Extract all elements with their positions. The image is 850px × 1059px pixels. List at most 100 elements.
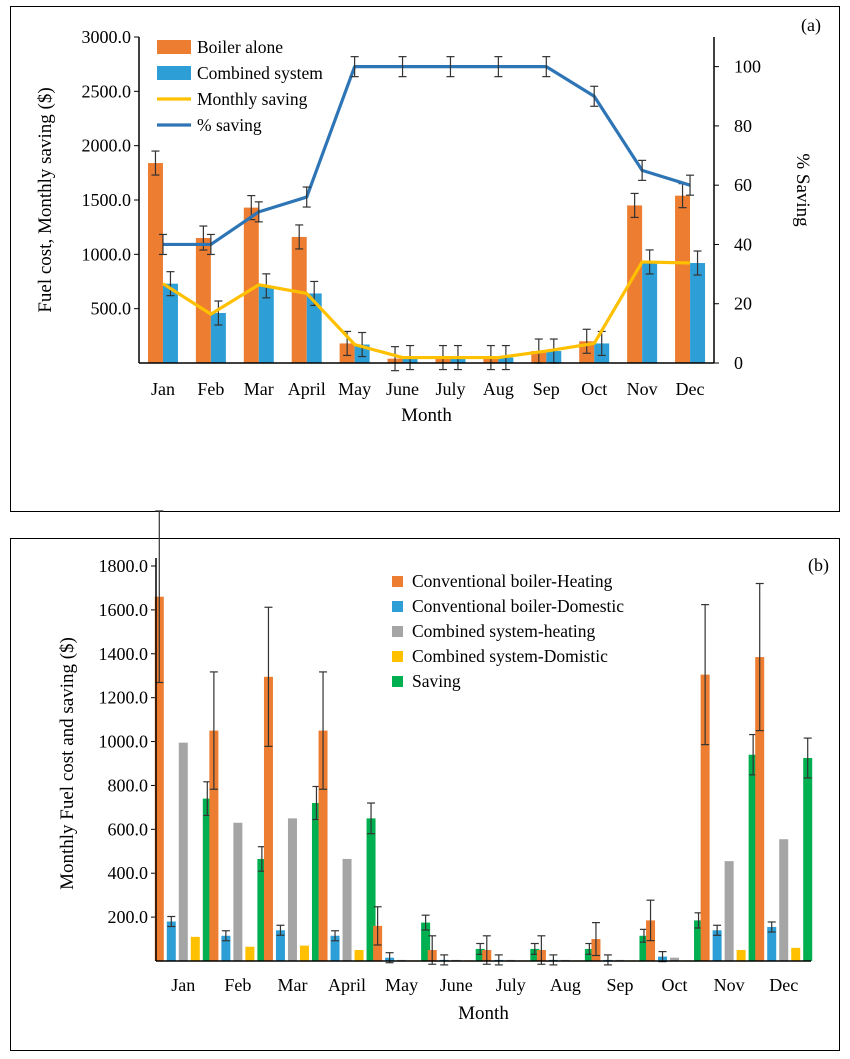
y-tick-label: 2500.0 (82, 81, 132, 101)
bar-combined-system (162, 283, 178, 363)
y2-tick-label: 0 (734, 353, 743, 373)
x-tick-label: Sep (606, 975, 633, 995)
bar-combined-system (258, 285, 274, 363)
x-tick-label: Mar (277, 975, 307, 995)
x-tick-label: Jan (171, 975, 195, 995)
legend-swatch (392, 576, 403, 587)
legend-label: Boiler alone (197, 37, 283, 57)
bar-saving (366, 818, 376, 961)
bar-conventional-boiler-domestic (712, 930, 722, 961)
bar-combined-system-heating (724, 861, 734, 961)
chart-b-svg: (b) 200.0 400.0 600.0 800.0 1000.0 1200.0 1400.… (57, 510, 829, 1024)
y-tick-label: 1200.0 (99, 688, 149, 708)
percent-saving-line (162, 65, 691, 247)
x-tick-label: Aug (483, 379, 514, 399)
bar-saving (694, 920, 704, 961)
x-tick-label: June (440, 975, 473, 995)
bar-saving (202, 798, 212, 961)
bar-conventional-boiler-domestic (330, 935, 340, 961)
y-tick-label: 3000.0 (82, 27, 132, 47)
bar-conventional-boiler-heating (209, 730, 219, 961)
legend-label: % saving (197, 115, 262, 135)
bar-combined-system-domistic (791, 947, 801, 961)
bar-conventional-boiler-domestic (275, 930, 285, 961)
x-tick-label: June (386, 379, 419, 399)
y-tick-label: 500.0 (91, 299, 132, 319)
bar-conventional-boiler-heating (263, 676, 273, 961)
panel-label: (a) (801, 15, 821, 36)
y-tick-label: 1400.0 (99, 644, 149, 664)
bar-conventional-boiler-heating (154, 596, 164, 961)
y2-tick-label: 60 (734, 175, 752, 195)
bar-saving (257, 858, 267, 961)
bar-combined-system-heating (287, 818, 297, 961)
bar-conventional-boiler-heating (755, 657, 765, 961)
chart-panel-b: (b) 200.0 400.0 600.0 800.0 1000.0 1200.0 1400.… (10, 510, 840, 1051)
legend-swatch (392, 601, 403, 612)
y-tick-label: 1600.0 (99, 600, 149, 620)
legend-label: Conventional boiler-Heating (412, 571, 613, 591)
x-tick-label: Oct (581, 379, 607, 399)
bar-conventional-boiler-domestic (166, 921, 176, 961)
x-tick-label: July (496, 975, 526, 995)
x-tick-label: April (288, 379, 326, 399)
x-axis-title: Month (458, 1003, 509, 1024)
bar-combined-system-heating (178, 742, 188, 961)
bar-combined-system-domistic (190, 936, 200, 961)
legend-swatch (157, 66, 191, 80)
y-tick-label: 1000.0 (99, 732, 149, 752)
bar-combined-system-domistic (354, 950, 364, 961)
y-tick-label: 2000.0 (82, 136, 132, 156)
x-tick-label: Sep (533, 379, 560, 399)
y2-axis-title: % Saving (792, 153, 813, 227)
y-tick-label: 200.0 (108, 907, 149, 927)
x-tick-label: Nov (627, 379, 658, 399)
bar-combined-system (642, 261, 658, 363)
bar-combined-system-heating (670, 957, 680, 961)
bar-conventional-boiler-domestic (767, 926, 777, 961)
y-tick-label: 600.0 (108, 819, 149, 839)
bar-boiler-alone (243, 207, 259, 363)
bar-combined-system-heating (233, 822, 243, 961)
bar-combined-system-domistic (736, 950, 746, 961)
legend-swatch (392, 626, 403, 637)
bar-saving (475, 948, 485, 961)
x-axis-title: Month (401, 405, 452, 426)
x-tick-label: Aug (550, 975, 581, 995)
x-tick-label: Nov (714, 975, 745, 995)
legend-swatch (157, 40, 191, 54)
bar-combined-system-heating (342, 858, 352, 961)
legend-swatch (392, 651, 403, 662)
bar-conventional-boiler-heating (700, 674, 710, 961)
x-tick-label: Feb (197, 379, 224, 399)
bar-boiler-alone (675, 195, 691, 363)
bar-saving (530, 948, 540, 961)
legend-label: Combined system-heating (412, 621, 595, 641)
bar-saving (803, 758, 813, 961)
bar-conventional-boiler-domestic (221, 935, 231, 961)
x-tick-label: Jan (151, 379, 175, 399)
y-tick-label: 1000.0 (82, 244, 132, 264)
bar-conventional-boiler-heating (318, 730, 328, 961)
x-tick-label: May (338, 379, 371, 399)
y-tick-label: 400.0 (108, 863, 149, 883)
bar-combined-system (690, 263, 706, 363)
x-tick-label: Feb (224, 975, 251, 995)
y-axis-title: Monthly Fuel cost and saving ($) (57, 637, 78, 890)
bar-combined-system-domistic (245, 946, 255, 961)
x-tick-label: Oct (662, 975, 688, 995)
bar-combined-system-domistic (299, 945, 309, 961)
panel-label: (b) (808, 555, 829, 576)
legend-swatch (392, 676, 403, 687)
legend-label: Combined system (197, 63, 323, 83)
bar-saving (311, 803, 321, 961)
y2-tick-label: 80 (734, 116, 752, 136)
y2-tick-label: 100 (734, 57, 761, 77)
bar-saving (584, 948, 594, 961)
x-tick-label: July (435, 379, 465, 399)
x-tick-label: Mar (244, 379, 274, 399)
bar-boiler-alone (195, 238, 211, 363)
legend-label: Saving (412, 671, 461, 691)
chart-panel-a: (a) 500.0 1000.0 1500.0 2000.0 2500.0 3000.0 0 2… (10, 6, 840, 512)
y-tick-label: 800.0 (108, 775, 149, 795)
